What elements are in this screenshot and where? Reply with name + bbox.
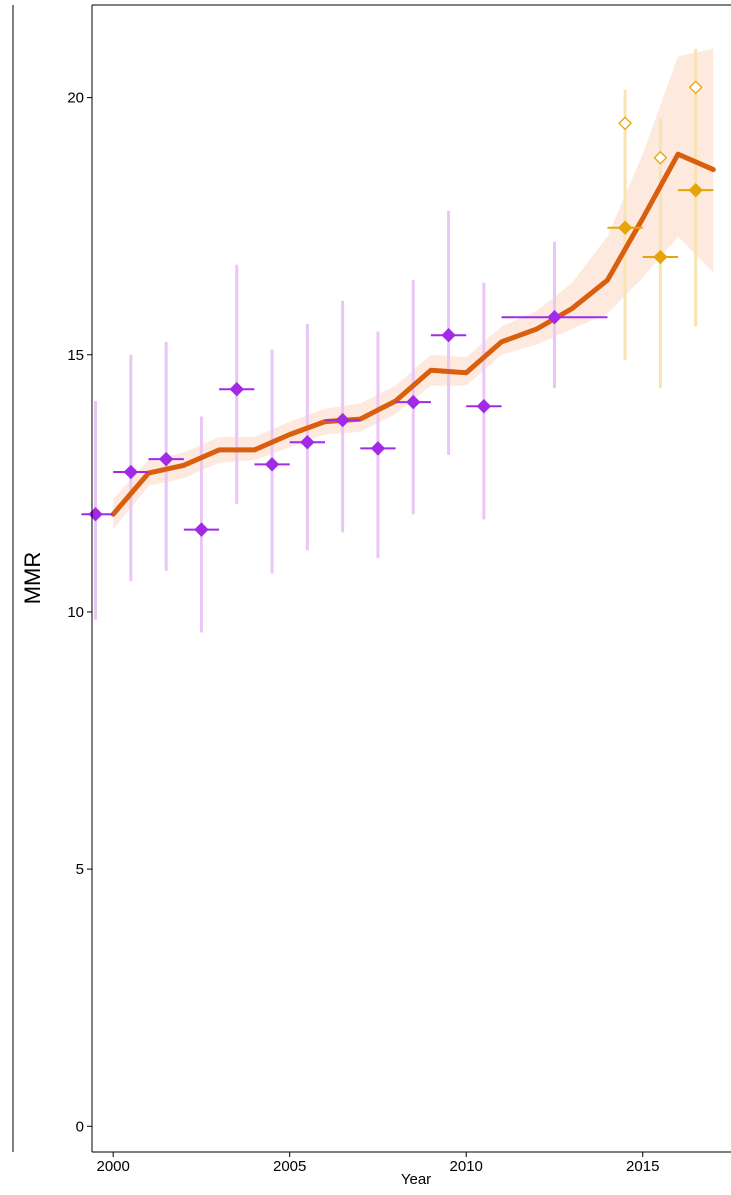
recent-adjusted-point-2 [688,80,703,95]
observed-point-6 [300,434,315,450]
x-axis-title: Year [401,1171,431,1188]
observed-point-4 [229,382,244,397]
recent-point-0 [617,220,633,235]
x-tick-label-2000: 2000 [96,1158,129,1175]
observed-point-9 [406,394,421,410]
y-tick-label-10: 10 [67,604,84,621]
y-axis-title: MMR [20,552,45,605]
x-tick-label-2015: 2015 [626,1158,659,1175]
observed-point-12 [547,310,562,325]
estimate-line [110,151,716,517]
observed-point-0 [88,506,103,522]
observed-point-2 [158,451,174,467]
x-tick-label-2010: 2010 [450,1158,483,1175]
recent-adjusted-point-0 [618,116,633,131]
y-tick-label-5: 5 [76,861,84,878]
estimate-line-layer [110,151,716,517]
observed-point-11 [476,398,492,414]
observed-point-1 [123,464,139,480]
observed-point-5 [264,457,280,472]
y-tick-label-20: 20 [67,90,84,107]
y-tick-label-0: 0 [76,1118,84,1135]
recent-adjusted-point-1 [653,150,668,165]
y-tick-label-15: 15 [67,347,84,364]
recent-point-1 [653,249,668,265]
point-layer [81,80,714,537]
observed-point-10 [441,328,456,343]
observed-point-7 [335,412,350,428]
error-bar-layer [94,48,698,633]
recent-point-2 [688,182,703,198]
observed-point-3 [194,522,209,537]
x-tick-label-2005: 2005 [273,1158,306,1175]
axes-layer: 0 5 10 15 20 2000 2005 2010 2015 [67,4,731,1175]
observed-point-8 [370,441,386,456]
